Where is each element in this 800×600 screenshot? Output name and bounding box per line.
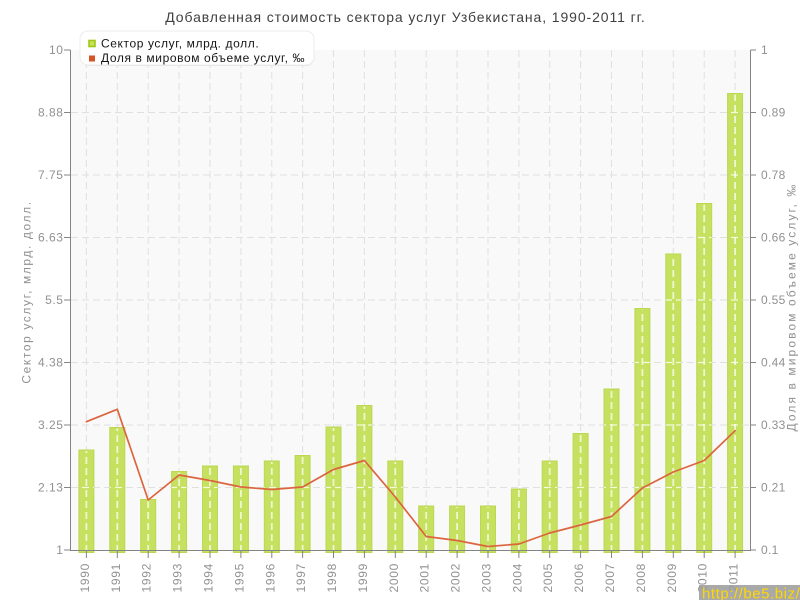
svg-text:2001: 2001: [418, 563, 432, 593]
svg-text:10: 10: [49, 43, 63, 57]
svg-text:2005: 2005: [541, 563, 555, 593]
svg-text:Сектор услуг, млрд. долл.: Сектор услуг, млрд. долл.: [20, 200, 34, 383]
svg-text:Доля в мировом объеме услуг, ‰: Доля в мировом объеме услуг, ‰: [785, 182, 799, 431]
svg-text:1990: 1990: [78, 563, 92, 593]
svg-text:0.55: 0.55: [761, 293, 786, 307]
svg-text:2011: 2011: [727, 563, 741, 592]
svg-text:2009: 2009: [665, 563, 679, 593]
svg-text:0.44: 0.44: [761, 356, 786, 370]
svg-text:0.89: 0.89: [761, 106, 786, 120]
svg-text:4.38: 4.38: [38, 356, 64, 370]
svg-text:1992: 1992: [140, 563, 154, 593]
svg-text:0.78: 0.78: [761, 168, 786, 182]
svg-text:2003: 2003: [480, 563, 494, 593]
svg-text:1996: 1996: [263, 563, 277, 593]
svg-text:1: 1: [761, 43, 768, 57]
svg-text:7.75: 7.75: [38, 168, 64, 182]
svg-text:1993: 1993: [171, 563, 185, 593]
svg-text:0.33: 0.33: [761, 418, 786, 432]
svg-text:2004: 2004: [510, 563, 524, 593]
svg-text:3.25: 3.25: [38, 418, 64, 432]
svg-text:Добавленная стоимость сектора: Добавленная стоимость сектора услуг Узбе…: [165, 9, 645, 25]
svg-text:1994: 1994: [202, 563, 216, 593]
svg-text:1: 1: [56, 543, 63, 557]
svg-text:2.13: 2.13: [38, 481, 64, 495]
svg-text:1991: 1991: [109, 563, 123, 593]
svg-text:5.5: 5.5: [45, 293, 63, 307]
svg-text:2006: 2006: [572, 563, 586, 593]
svg-text:0.66: 0.66: [761, 231, 786, 245]
svg-text:0.1: 0.1: [761, 543, 779, 557]
svg-text:1998: 1998: [325, 563, 339, 593]
svg-text:2002: 2002: [449, 563, 463, 593]
svg-text:Доля в мировом объеме услуг, ‰: Доля в мировом объеме услуг, ‰: [101, 51, 305, 65]
svg-text:1999: 1999: [356, 563, 370, 593]
svg-text:2000: 2000: [387, 563, 401, 593]
svg-text:Сектор услуг, млрд. долл.: Сектор услуг, млрд. долл.: [101, 37, 259, 51]
svg-text:6.63: 6.63: [38, 231, 64, 245]
svg-text:8.88: 8.88: [38, 106, 64, 120]
svg-text:1997: 1997: [294, 563, 308, 593]
svg-text:0.21: 0.21: [761, 481, 786, 495]
svg-text:2008: 2008: [634, 563, 648, 593]
svg-text:2007: 2007: [603, 563, 617, 593]
svg-text:http://be5.biz/: http://be5.biz/: [702, 586, 800, 600]
svg-text:1995: 1995: [232, 563, 246, 593]
